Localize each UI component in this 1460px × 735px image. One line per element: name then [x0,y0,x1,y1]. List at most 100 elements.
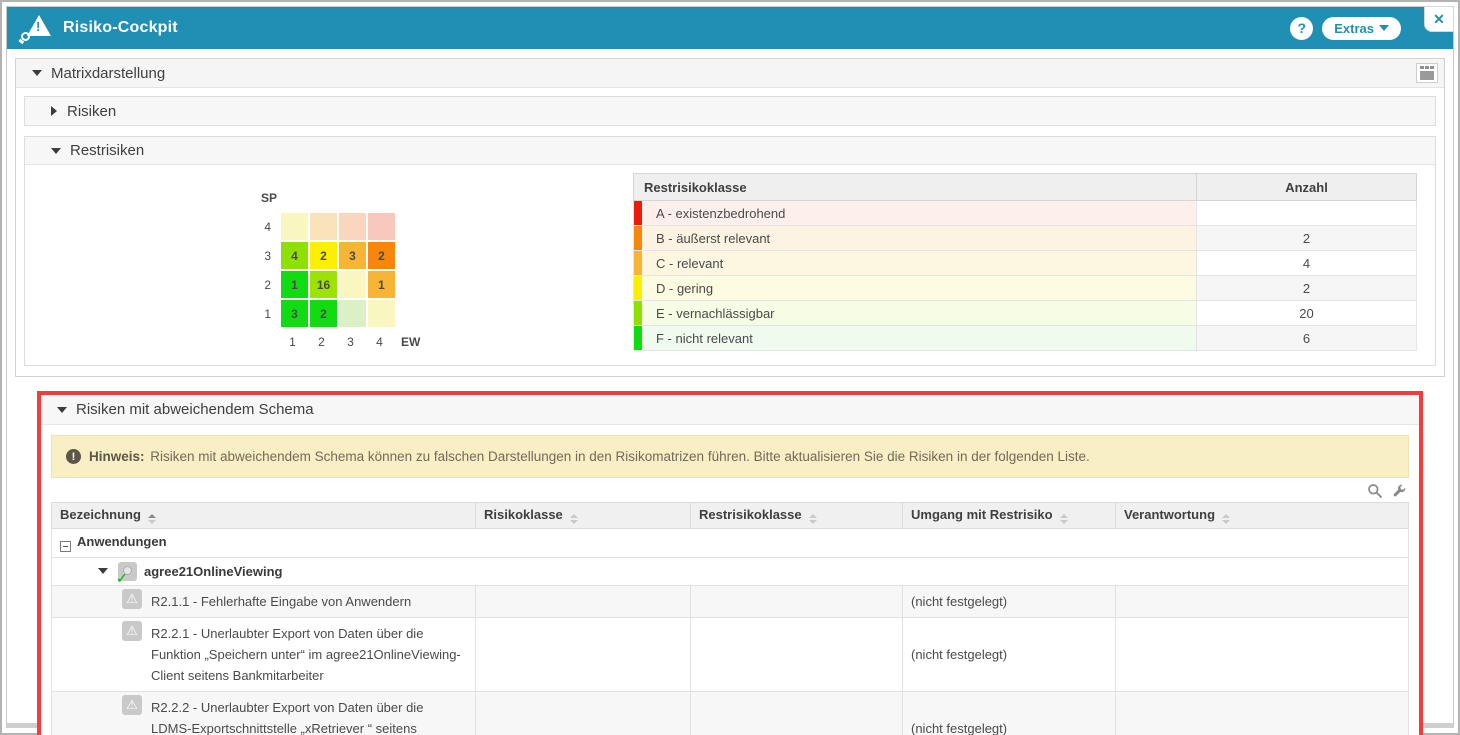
bezeichnung-cell: ⚠ R2.2.2 - Unerlaubter Export von Daten ü… [51,690,476,735]
restrisiko-row[interactable]: F - nicht relevant 6 [633,325,1417,351]
extras-button[interactable]: Extras [1322,16,1401,40]
restrisikoklasse-cell [690,584,903,618]
app-cell-td: ✓ agree21OnlineViewing [51,556,1409,586]
search-icon[interactable] [1367,483,1383,499]
matrix-cell[interactable]: 3 [281,300,308,327]
expand-icon [51,106,57,116]
class-label: C - relevant [656,255,724,271]
sort-arrows-icon [1059,514,1068,524]
column-label: Verantwortung [1124,507,1216,522]
class-label: E - vernachlässigbar [656,305,775,321]
restrisiko-row[interactable]: C - relevant 4 [633,250,1417,276]
anzahl-cell [1196,200,1417,226]
matrix-cell[interactable]: 16 [310,271,337,298]
matrix-row: 2 1 16 1 [253,271,633,298]
page-title: Risiko-Cockpit [63,19,178,36]
matrix-col-label: 1 [289,335,296,349]
matrix-cell[interactable]: 1 [368,271,395,298]
matrix-cell[interactable] [281,213,308,240]
matrix-cell[interactable]: 2 [368,242,395,269]
table-row[interactable]: ⚠ R2.2.2 - Unerlaubter Export von Daten ü… [51,690,1409,735]
matrix-cell[interactable] [339,271,366,298]
risk-name: R2.2.2 - Unerlaubter Export von Daten üb… [151,699,424,735]
risk-warning-icon: ⚠ [122,588,142,609]
help-button[interactable]: ? [1290,16,1314,40]
sort-desc-icon [147,520,156,524]
chevron-down-icon [1379,25,1389,31]
collapse-icon [57,406,67,413]
column-header-risikoklasse[interactable]: Risikoklasse [475,502,691,529]
schema-title: Risiken mit abweichendem Schema [76,401,314,418]
matrix-cell[interactable] [368,213,395,240]
panel-risiken: Risiken [24,96,1436,126]
anzahl-cell: 6 [1196,325,1417,351]
matrix-cell[interactable] [339,300,366,327]
group-cell: Anwendungen [51,528,1409,558]
group-label: Anwendungen [77,534,167,549]
class-label: B - äußerst relevant [656,230,771,246]
matrix-cell[interactable]: 3 [339,242,366,269]
matrix-cell[interactable]: 2 [310,242,337,269]
sort-arrows-icon [1222,514,1231,524]
collapse-group-icon[interactable] [60,540,71,552]
risiken-header[interactable]: Risiken [25,97,1435,125]
anzahl-column-header: Anzahl [1196,173,1417,201]
wrench-icon[interactable] [1391,483,1407,499]
schema-header[interactable]: Risiken mit abweichendem Schema [41,395,1419,425]
matrix-row-label: 3 [264,248,271,263]
column-header-restrisikoklasse[interactable]: Restrisikoklasse [690,502,903,529]
matrix-col-label: 2 [318,335,325,349]
matrix-col-labels: 1 2 3 4 EW [253,335,633,349]
restrisikoklasse-cell: D - gering [633,275,1197,301]
restrisiko-table-body: A - existenzbedrohend B - äußerst relevan… [633,200,1417,351]
matrixdarstellung-header[interactable]: Matrixdarstellung [16,59,1444,88]
sort-asc-icon [1222,514,1231,518]
notice-box: ! Hinweis: Risiken mit abweichendem Sche… [51,435,1409,478]
collapse-node-icon[interactable] [98,568,108,575]
restrisiko-row[interactable]: B - äußerst relevant 2 [633,225,1417,251]
umgang-cell: (nicht festgelegt) [902,690,1116,735]
restrisiko-row[interactable]: A - existenzbedrohend [633,200,1417,226]
restrisikoklasse-cell: A - existenzbedrohend [633,200,1197,226]
risk-matrix: SP 4 3 4 2 3 2 2 1 16 1 1 3 2 1 2 3 4 EW [25,171,633,351]
sort-desc-icon [1059,520,1068,524]
matrix-cell[interactable]: 2 [310,300,337,327]
info-icon: ! [66,449,81,464]
matrix-cell[interactable]: 1 [281,271,308,298]
application-icon: ✓ [116,561,137,586]
restrisikoklasse-cell: F - nicht relevant [633,325,1197,351]
class-label: D - gering [656,280,714,296]
anzahl-cell: 2 [1196,225,1417,251]
column-label: Bezeichnung [60,507,141,522]
schema-table-body: Anwendungen ✓ agree21OnlineViewing ⚠ R2.1.1 … [51,528,1409,735]
class-color-bar [634,201,642,225]
anzahl-cell: 4 [1196,250,1417,276]
sort-asc-icon [1059,514,1068,518]
column-label: Umgang mit Restrisiko [911,507,1053,522]
restrisikoklasse-column-header: Restrisikoklasse [633,173,1197,201]
class-label: A - existenzbedrohend [656,205,786,221]
sort-arrows-icon [808,514,817,524]
matrix-cell[interactable] [339,213,366,240]
matrix-cell[interactable] [368,300,395,327]
matrix-cell[interactable] [310,213,337,240]
table-app-row: ✓ agree21OnlineViewing [51,556,1409,586]
restrisiken-title: Restrisiken [70,142,145,159]
class-color-bar [634,226,642,250]
matrix-col-label: 3 [347,335,354,349]
application-label: agree21OnlineViewing [144,563,283,579]
close-button[interactable]: ✕ [1424,6,1454,32]
column-header-verantwortung[interactable]: Verantwortung [1115,502,1409,529]
matrix-cell[interactable]: 4 [281,242,308,269]
column-header-umgang-mit-restrisiko[interactable]: Umgang mit Restrisiko [902,502,1116,529]
table-row[interactable]: ⚠ R2.2.1 - Unerlaubter Export von Daten ü… [51,616,1409,692]
restrisiko-row[interactable]: E - vernachlässigbar 20 [633,300,1417,326]
matrix-row-label: 4 [264,219,271,234]
column-header-bezeichnung[interactable]: Bezeichnung [51,502,476,529]
restrisiko-row[interactable]: D - gering 2 [633,275,1417,301]
grid-view-icon[interactable] [1416,63,1438,83]
restrisiken-header[interactable]: Restrisiken [25,137,1435,165]
table-row[interactable]: ⚠ R2.1.1 - Fehlerhafte Eingabe von Anwend… [51,584,1409,618]
app-window: Risiko-Cockpit ? Extras ✕ Matrixdarstell… [6,6,1454,735]
